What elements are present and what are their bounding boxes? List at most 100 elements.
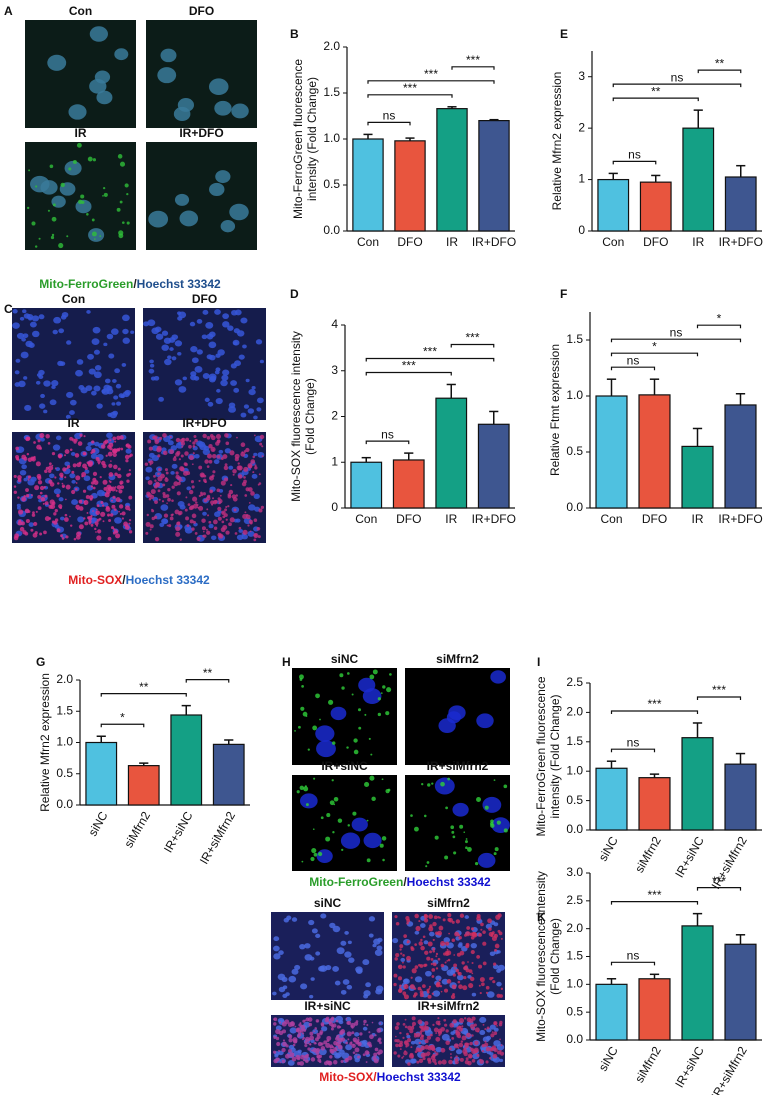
stain-dot [124,183,129,188]
nucleus [40,393,45,399]
y-tick-label: 1.0 [566,763,583,777]
stain-dot [218,499,223,504]
y-tick-label: 2.0 [56,672,73,686]
caption-part: Mito-FerroGreen [309,875,403,889]
stain-dot [148,460,151,464]
stain-dot [245,447,250,453]
significance-label: ns [671,70,684,84]
nucleus [222,313,230,320]
stain-dot [259,434,265,440]
stain-dot [463,1017,467,1020]
stain-dot [154,439,160,445]
stain-dot [25,488,29,493]
stain-dot [120,485,125,490]
stain-dot [119,161,126,167]
stain-dot [64,513,68,517]
bar [638,394,671,509]
stain-dot [60,182,65,188]
stain-dot [45,466,50,470]
stain-dot [253,434,256,437]
stain-dot [458,1025,462,1029]
stain-dot [428,914,434,919]
stain-dot [146,513,150,517]
stain-dot [126,221,130,225]
stain-dot [30,528,34,532]
nucleus [102,502,109,507]
stain-dot [426,1035,432,1040]
stain-dot [176,491,181,496]
significance-label: ns [670,325,683,339]
nucleus [340,832,361,849]
stain-dot [161,500,165,503]
stain-dot [380,692,383,695]
stain-dot [435,952,439,956]
stain-dot [73,440,77,444]
stain-dot [440,781,445,787]
stain-dot [40,435,42,438]
stain-dot [61,482,64,485]
stain-dot [102,479,108,485]
x-tick-label: IR+DFO [718,512,762,526]
stain-dot [455,968,460,973]
panel-letter: B [290,27,299,41]
y-axis-label: Mito-FerroGreen fluorescence [291,59,305,219]
nucleus [83,475,91,482]
stain-dot [346,1031,352,1037]
stain-dot [347,824,350,827]
stain-dot [114,508,117,511]
stain-dot [157,472,160,476]
nucleus [179,504,186,510]
nucleus [330,706,347,721]
nucleus [363,832,382,849]
stain-dot [468,969,473,974]
significance-bracket [697,69,742,74]
stain-dot [205,528,208,531]
stain-dot [86,512,89,514]
nucleus [414,930,420,935]
stain-dot [482,930,486,934]
y-tick-label: 0.5 [566,1004,583,1018]
stain-dot [74,487,78,491]
bar [639,181,672,232]
stain-dot [410,1046,413,1049]
y-tick-label: 0.0 [56,797,73,811]
stain-dot [299,674,304,680]
stain-dot [299,1061,305,1066]
stain-dot [301,860,304,863]
stain-dot [19,526,25,532]
stain-dot [492,1053,498,1059]
stain-dot [51,464,54,467]
stain-dot [490,1033,495,1038]
stain-dot [494,1023,497,1026]
stain-dot [64,476,67,479]
stain-dot [300,1054,305,1060]
stain-dot [185,437,190,442]
significance-bracket [612,83,742,88]
significance-label: ns [627,948,640,962]
stain-dot [418,920,421,923]
stain-dot [471,1016,476,1021]
stain-dot [181,445,184,448]
stain-dot [96,535,102,541]
nucleus [51,385,56,390]
nucleus [376,945,383,951]
stain-dot [119,200,123,204]
stain-dot [438,925,444,931]
nucleus [309,994,314,999]
y-tick-label: 0 [578,223,585,237]
stain-dot [397,988,403,994]
nucleus [112,379,117,383]
stain-dot [397,964,403,970]
nucleus [414,976,423,983]
stain-dot [480,922,484,927]
stain-dot [107,451,113,457]
nucleus [410,1040,416,1045]
y-tick-label: 2.0 [323,39,340,53]
stain-dot [335,1019,339,1023]
stain-dot [312,1047,318,1053]
stain-dot [83,435,86,438]
nucleus [311,928,318,934]
stain-dot [174,509,180,515]
stain-dot [60,534,63,538]
stain-dot [468,983,474,989]
